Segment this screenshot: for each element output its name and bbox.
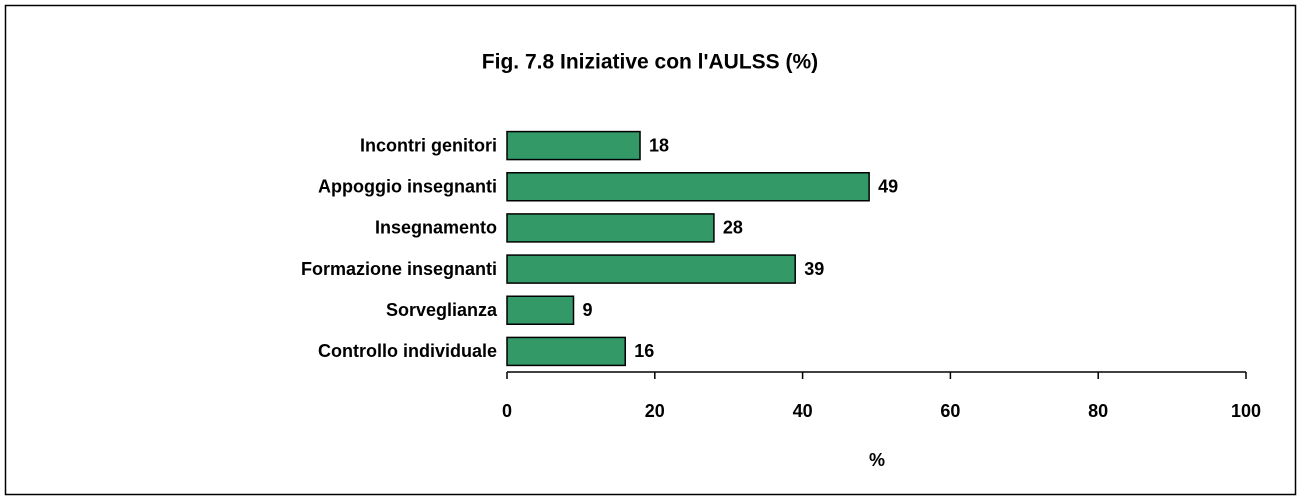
- bar: [506, 254, 796, 284]
- x-tick-label: 0: [502, 401, 512, 421]
- y-tick-label: Controllo individuale: [318, 341, 497, 361]
- x-tick-label: 20: [645, 401, 665, 421]
- y-tick-label: Formazione insegnanti: [301, 259, 497, 279]
- x-tick-label: 40: [793, 401, 813, 421]
- data-label: 16: [634, 341, 654, 361]
- data-label: 9: [583, 300, 593, 320]
- bar: [506, 213, 715, 243]
- x-tick-label: 100: [1231, 401, 1261, 421]
- x-axis-label: %: [869, 450, 885, 470]
- data-label: 39: [804, 259, 824, 279]
- x-tick-label: 80: [1088, 401, 1108, 421]
- data-label: 49: [878, 177, 898, 197]
- data-label: 18: [649, 135, 669, 155]
- bar: [506, 130, 641, 161]
- y-tick-label: Incontri genitori: [360, 135, 497, 155]
- bar: [506, 336, 626, 367]
- bar: [506, 295, 575, 325]
- y-tick-label: Sorveglianza: [386, 300, 498, 320]
- y-tick-label: Appoggio insegnanti: [318, 177, 497, 197]
- bar: [506, 172, 870, 202]
- x-tick-label: 60: [940, 401, 960, 421]
- data-label: 28: [723, 218, 743, 238]
- y-tick-label: Insegnamento: [375, 218, 497, 238]
- chart-title: Fig. 7.8 Iniziative con l'AULSS (%): [482, 51, 818, 74]
- chart-frame: [4, 4, 1297, 496]
